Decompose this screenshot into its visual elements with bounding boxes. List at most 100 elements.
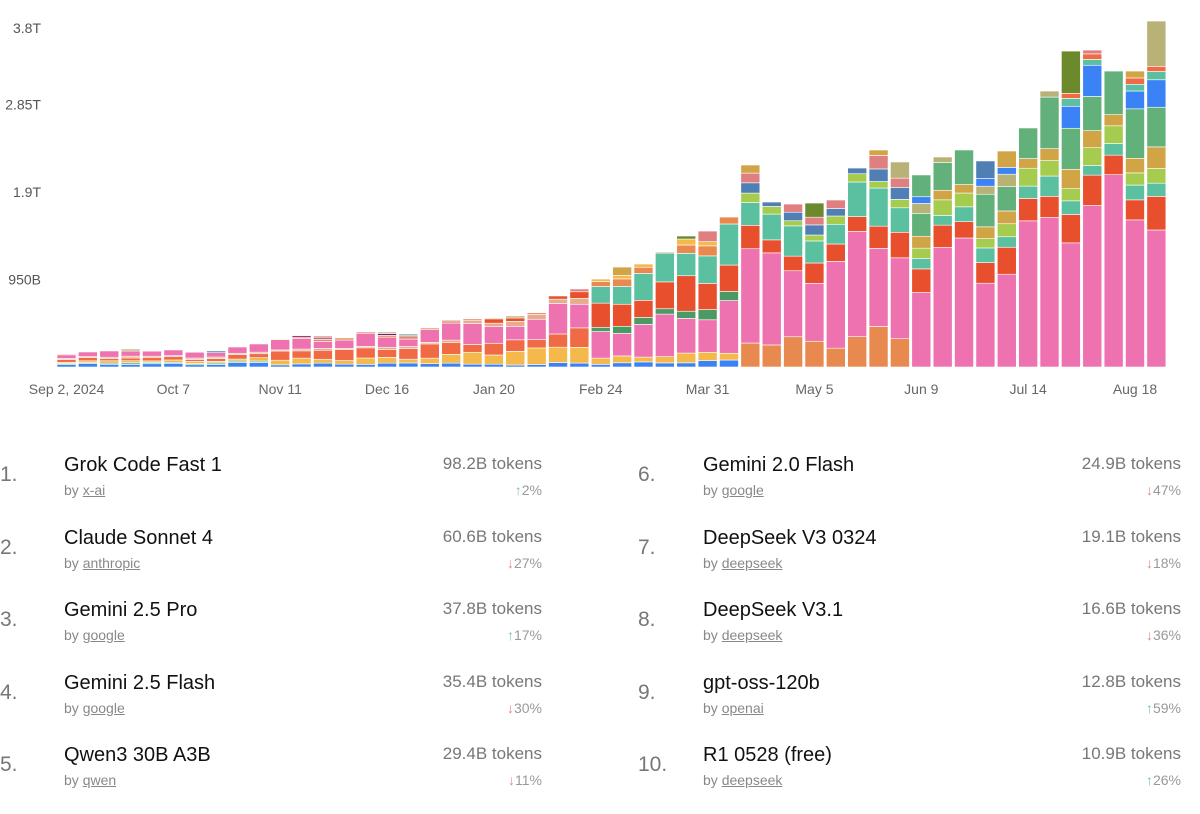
model-name[interactable]: gpt-oss-120b (703, 671, 820, 694)
bar-segment[interactable] (462, 323, 483, 345)
bar-segment[interactable] (184, 359, 205, 362)
bar-segment[interactable] (890, 338, 910, 368)
bar-segment[interactable] (1061, 127, 1081, 170)
bar-segment[interactable] (804, 262, 825, 284)
bar-stack[interactable] (911, 174, 932, 368)
bar-segment[interactable] (975, 262, 996, 284)
bar-segment[interactable] (847, 167, 867, 175)
bar-segment[interactable] (975, 247, 996, 263)
model-name[interactable]: Grok Code Fast 1 (64, 454, 222, 476)
bar-segment[interactable] (419, 329, 440, 343)
bar-segment[interactable] (761, 344, 782, 368)
bar-segment[interactable] (954, 192, 974, 208)
bar-stack[interactable] (590, 278, 611, 368)
bar-segment[interactable] (377, 346, 397, 350)
bar-segment[interactable] (890, 199, 910, 209)
leaderboard-item[interactable]: 2. Claude Sonnet 4 by anthropic 60.6B to… (0, 521, 560, 594)
bar-segment[interactable] (655, 313, 675, 357)
bar-segment[interactable] (548, 333, 568, 348)
bar-stack[interactable] (291, 334, 312, 368)
bar-segment[interactable] (78, 363, 98, 368)
author-link[interactable]: openai (721, 699, 764, 716)
bar-segment[interactable] (526, 339, 547, 349)
bar-segment[interactable] (740, 182, 761, 194)
leaderboard-item[interactable]: 3. Gemini 2.5 Pro by google 37.8B tokens… (0, 593, 560, 666)
bar-segment[interactable] (355, 347, 376, 359)
bar-stack[interactable] (249, 343, 269, 368)
bar-segment[interactable] (1146, 106, 1167, 148)
bar-segment[interactable] (120, 357, 141, 362)
bar-segment[interactable] (163, 349, 184, 356)
bar-segment[interactable] (1082, 53, 1103, 60)
bar-segment[interactable] (484, 354, 504, 365)
bar-segment[interactable] (462, 318, 483, 321)
bar-stack[interactable] (377, 331, 397, 368)
bar-segment[interactable] (142, 363, 162, 368)
bar-segment[interactable] (441, 339, 461, 343)
bar-segment[interactable] (1018, 127, 1038, 159)
bar-segment[interactable] (313, 341, 333, 349)
bar-segment[interactable] (996, 167, 1017, 175)
model-name[interactable]: R1 0528 (free) (703, 744, 832, 766)
bar-segment[interactable] (1082, 130, 1103, 149)
bar-segment[interactable] (1125, 157, 1145, 174)
bar-segment[interactable] (334, 337, 355, 341)
bar-segment[interactable] (1146, 168, 1167, 184)
bar-segment[interactable] (291, 338, 312, 350)
bar-segment[interactable] (1018, 220, 1038, 368)
bar-segment[interactable] (1103, 125, 1124, 144)
bar-segment[interactable] (868, 248, 889, 327)
bar-segment[interactable] (505, 321, 526, 327)
bar-segment[interactable] (868, 181, 889, 189)
bar-segment[interactable] (377, 336, 397, 348)
leaderboard-item[interactable]: 7. DeepSeek V3 0324 by deepseek 19.1B to… (638, 521, 1183, 594)
bar-stack[interactable] (569, 288, 590, 368)
bar-segment[interactable] (398, 362, 419, 368)
bar-segment[interactable] (441, 320, 461, 324)
bar-segment[interactable] (612, 355, 632, 364)
bar-stack[interactable] (355, 331, 376, 368)
bar-stack[interactable] (697, 230, 718, 368)
bar-segment[interactable] (1018, 158, 1038, 169)
bar-segment[interactable] (612, 266, 632, 276)
bar-segment[interactable] (355, 331, 376, 334)
bar-stack[interactable] (163, 349, 184, 368)
bar-segment[interactable] (633, 273, 654, 301)
bar-stack[interactable] (975, 160, 996, 368)
bar-segment[interactable] (975, 185, 996, 195)
bar-stack[interactable] (398, 333, 419, 368)
bar-segment[interactable] (590, 286, 611, 304)
bar-segment[interactable] (804, 202, 825, 218)
bar-segment[interactable] (826, 199, 846, 209)
bar-segment[interactable] (313, 338, 333, 342)
bar-segment[interactable] (1061, 242, 1081, 368)
bar-stack[interactable] (270, 338, 291, 368)
bar-segment[interactable] (911, 268, 932, 293)
bar-stack[interactable] (1125, 70, 1145, 368)
bar-segment[interactable] (719, 300, 739, 354)
bar-segment[interactable] (740, 342, 761, 368)
bar-segment[interactable] (1125, 77, 1145, 85)
bar-segment[interactable] (932, 247, 953, 368)
bar-segment[interactable] (569, 362, 590, 368)
bar-segment[interactable] (249, 343, 269, 353)
bar-segment[interactable] (1039, 96, 1060, 149)
bar-stack[interactable] (142, 350, 162, 368)
bar-segment[interactable] (1125, 184, 1145, 201)
model-name[interactable]: Gemini 2.5 Pro (64, 599, 198, 621)
bar-segment[interactable] (826, 223, 846, 245)
bar-segment[interactable] (120, 350, 141, 357)
bar-segment[interactable] (142, 357, 162, 362)
bar-segment[interactable] (676, 362, 697, 368)
author-link[interactable]: anthropic (82, 554, 141, 571)
bar-segment[interactable] (1082, 96, 1103, 131)
bar-segment[interactable] (954, 206, 974, 222)
bar-segment[interactable] (761, 252, 782, 346)
bar-segment[interactable] (996, 173, 1017, 187)
bar-segment[interactable] (206, 358, 226, 362)
bar-segment[interactable] (163, 359, 184, 363)
bar-segment[interactable] (398, 333, 419, 336)
bar-stack[interactable] (56, 353, 77, 368)
bar-segment[interactable] (911, 196, 932, 204)
bar-segment[interactable] (740, 192, 761, 203)
